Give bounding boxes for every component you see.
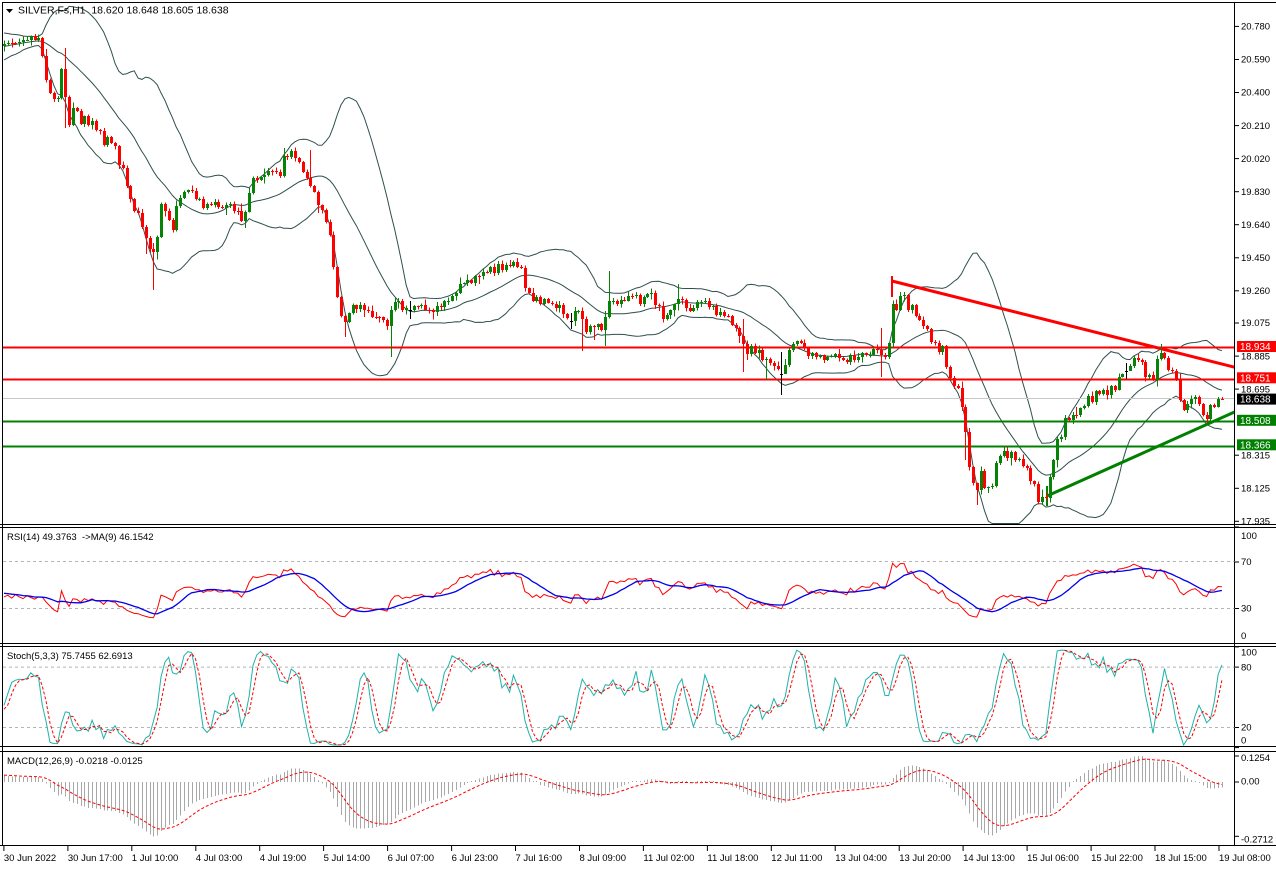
svg-text:12 Jul 11:00: 12 Jul 11:00 [771, 853, 822, 864]
svg-text:5 Jul 14:00: 5 Jul 14:00 [324, 853, 370, 864]
svg-text:18.934: 18.934 [1240, 342, 1271, 353]
svg-text:19.830: 19.830 [1241, 187, 1270, 198]
svg-text:15 Jul 06:00: 15 Jul 06:00 [1027, 853, 1079, 864]
svg-text:15 Jul 22:00: 15 Jul 22:00 [1091, 853, 1143, 864]
svg-text:80: 80 [1241, 662, 1252, 673]
svg-text:18.315: 18.315 [1241, 450, 1270, 461]
svg-text:18.751: 18.751 [1240, 373, 1271, 384]
svg-text:6 Jul 23:00: 6 Jul 23:00 [452, 853, 498, 864]
svg-text:14 Jul 13:00: 14 Jul 13:00 [963, 853, 1015, 864]
svg-text:4 Jul 19:00: 4 Jul 19:00 [260, 853, 306, 864]
svg-text:18.125: 18.125 [1241, 484, 1270, 495]
svg-text:18.366: 18.366 [1240, 440, 1271, 451]
svg-text:8 Jul 09:00: 8 Jul 09:00 [580, 853, 626, 864]
svg-text:19.640: 19.640 [1241, 220, 1270, 231]
svg-text:20.020: 20.020 [1241, 154, 1270, 165]
svg-text:SILVER,Fs,H1 18.620 18.648 18: SILVER,Fs,H1 18.620 18.648 18.605 18.638 [18, 5, 229, 17]
svg-text:18.695: 18.695 [1241, 384, 1270, 395]
svg-text:11 Jul 18:00: 11 Jul 18:00 [707, 853, 758, 864]
svg-text:100: 100 [1241, 531, 1257, 542]
svg-text:18.885: 18.885 [1241, 351, 1270, 362]
svg-text:RSI(14) 49.3763 ->MA(9) 46.15: RSI(14) 49.3763 ->MA(9) 46.1542 [7, 532, 154, 543]
svg-text:30 Jun 17:00: 30 Jun 17:00 [68, 853, 123, 864]
svg-text:MACD(12,26,9) -0.0218 -0.0125: MACD(12,26,9) -0.0218 -0.0125 [7, 756, 143, 767]
svg-text:-0.2712: -0.2712 [1241, 835, 1273, 846]
svg-text:19.075: 19.075 [1241, 318, 1270, 329]
svg-text:30 Jun 2022: 30 Jun 2022 [4, 853, 56, 864]
svg-text:4 Jul 03:00: 4 Jul 03:00 [196, 853, 242, 864]
svg-text:20.590: 20.590 [1241, 55, 1270, 66]
svg-text:0: 0 [1241, 736, 1246, 747]
svg-text:Stoch(5,3,3) 75.7455 62.6913: Stoch(5,3,3) 75.7455 62.6913 [7, 651, 133, 662]
svg-text:13 Jul 04:00: 13 Jul 04:00 [835, 853, 887, 864]
svg-text:17.935: 17.935 [1241, 517, 1270, 528]
svg-text:7 Jul 16:00: 7 Jul 16:00 [516, 853, 562, 864]
svg-text:20.780: 20.780 [1241, 22, 1270, 33]
svg-text:19.260: 19.260 [1241, 286, 1270, 297]
svg-text:18.508: 18.508 [1240, 416, 1271, 427]
svg-text:20: 20 [1241, 723, 1252, 734]
svg-text:0.00: 0.00 [1241, 777, 1260, 788]
svg-text:30: 30 [1241, 604, 1252, 615]
svg-text:6 Jul 07:00: 6 Jul 07:00 [388, 853, 434, 864]
svg-text:0: 0 [1241, 631, 1246, 642]
svg-text:19.450: 19.450 [1241, 253, 1270, 264]
svg-text:19 Jul 08:00: 19 Jul 08:00 [1219, 853, 1271, 864]
svg-text:0.1254: 0.1254 [1241, 753, 1270, 764]
svg-text:70: 70 [1241, 557, 1252, 568]
svg-text:100: 100 [1241, 647, 1257, 658]
svg-text:18 Jul 15:00: 18 Jul 15:00 [1155, 853, 1207, 864]
svg-text:1 Jul 10:00: 1 Jul 10:00 [132, 853, 178, 864]
svg-text:20.400: 20.400 [1241, 88, 1270, 99]
svg-text:13 Jul 20:00: 13 Jul 20:00 [899, 853, 951, 864]
svg-text:20.210: 20.210 [1241, 121, 1270, 132]
svg-text:11 Jul 02:00: 11 Jul 02:00 [643, 853, 694, 864]
svg-text:18.638: 18.638 [1240, 395, 1271, 406]
